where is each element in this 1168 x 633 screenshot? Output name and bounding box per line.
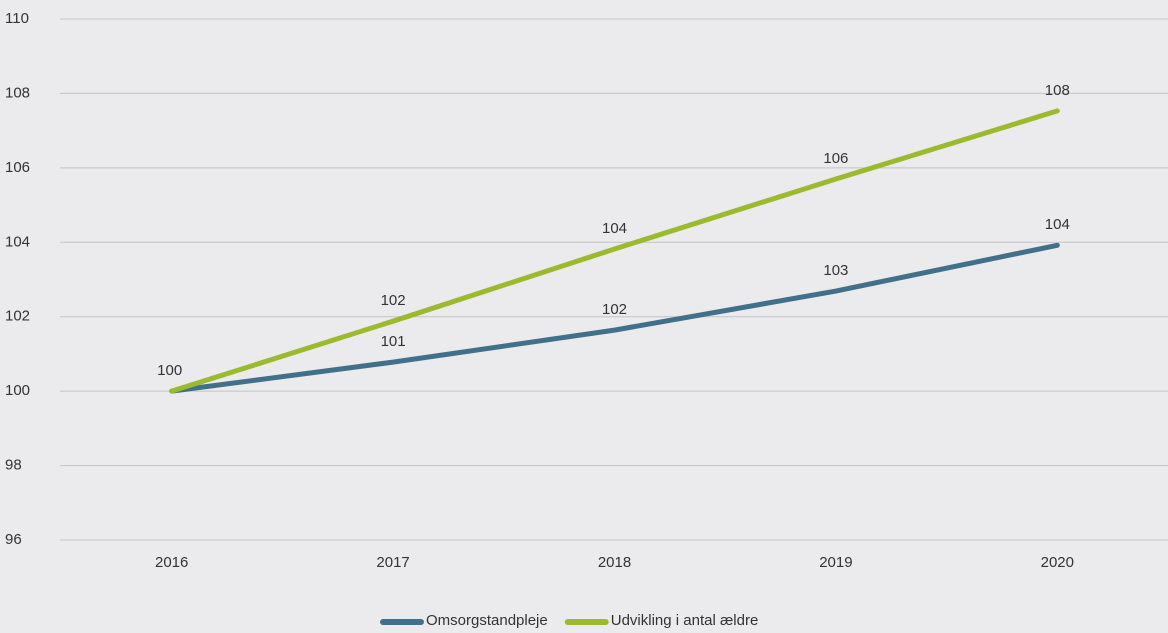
data-label: 101 xyxy=(381,333,406,350)
legend-label: Omsorgstandpleje xyxy=(426,612,548,629)
series-line xyxy=(169,242,1060,394)
y-tick-label: 108 xyxy=(5,84,30,101)
y-tick-label: 96 xyxy=(5,531,22,548)
y-tick-label: 102 xyxy=(5,308,30,325)
data-label: 103 xyxy=(823,262,848,279)
y-tick-label: 106 xyxy=(5,159,30,176)
y-tick-label: 104 xyxy=(5,233,30,250)
data-label: 104 xyxy=(1045,216,1070,233)
y-tick-label: 98 xyxy=(5,457,22,474)
data-label: 100 xyxy=(157,362,182,379)
data-label: 102 xyxy=(381,292,406,309)
series-line xyxy=(169,108,1060,394)
y-tick-label: 100 xyxy=(5,382,30,399)
data-label: 102 xyxy=(602,301,627,318)
y-tick-label: 110 xyxy=(5,10,29,27)
data-label: 106 xyxy=(823,150,848,167)
data-label: 104 xyxy=(602,220,627,237)
x-tick-label: 2020 xyxy=(1041,554,1074,571)
x-tick-label: 2018 xyxy=(598,554,631,571)
data-label: 108 xyxy=(1045,82,1070,99)
x-tick-label: 2017 xyxy=(376,554,409,571)
x-tick-label: 2016 xyxy=(155,554,188,571)
legend-label: Udvikling i antal ældre xyxy=(611,612,759,629)
x-tick-label: 2019 xyxy=(819,554,852,571)
